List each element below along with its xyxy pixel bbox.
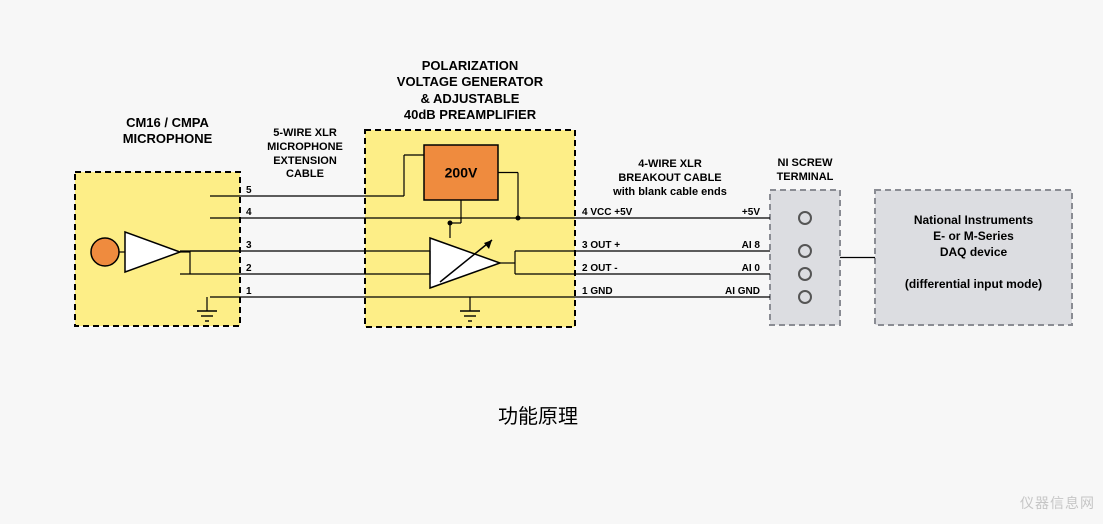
svg-text:+5V: +5V [742,207,760,218]
svg-text:1: 1 [246,286,252,297]
xlr4-label: 4-WIRE XLR BREAKOUT CABLE with blank cab… [600,158,740,199]
svg-text:5: 5 [246,185,252,196]
xlr5-label: 5-WIRE XLR MICROPHONE EXTENSION CABLE [255,127,355,182]
terminal-title: NI SCREW TERMINAL [770,157,840,185]
svg-text:1 GND: 1 GND [582,286,613,297]
diagram-stage: National InstrumentsE- or M-SeriesDAQ de… [0,0,1103,519]
svg-text:AI GND: AI GND [725,286,760,297]
microphone-title: CM16 / CMPA MICROPHONE [85,115,250,148]
preamp-title: POLARIZATION VOLTAGE GENERATOR & ADJUSTA… [370,58,570,123]
svg-text:3: 3 [246,240,252,251]
caption: 功能原理 [498,400,578,429]
svg-text:200V: 200V [445,165,478,181]
svg-text:AI 8: AI 8 [742,240,761,251]
svg-text:2: 2 [246,263,252,274]
svg-text:4 VCC +5V: 4 VCC +5V [582,207,633,218]
svg-text:3 OUT +: 3 OUT + [582,240,620,251]
svg-text:4: 4 [246,207,252,218]
svg-text:AI 0: AI 0 [742,263,761,274]
watermark: 仪器信息网 [1020,493,1095,513]
svg-text:2 OUT -: 2 OUT - [582,263,618,274]
